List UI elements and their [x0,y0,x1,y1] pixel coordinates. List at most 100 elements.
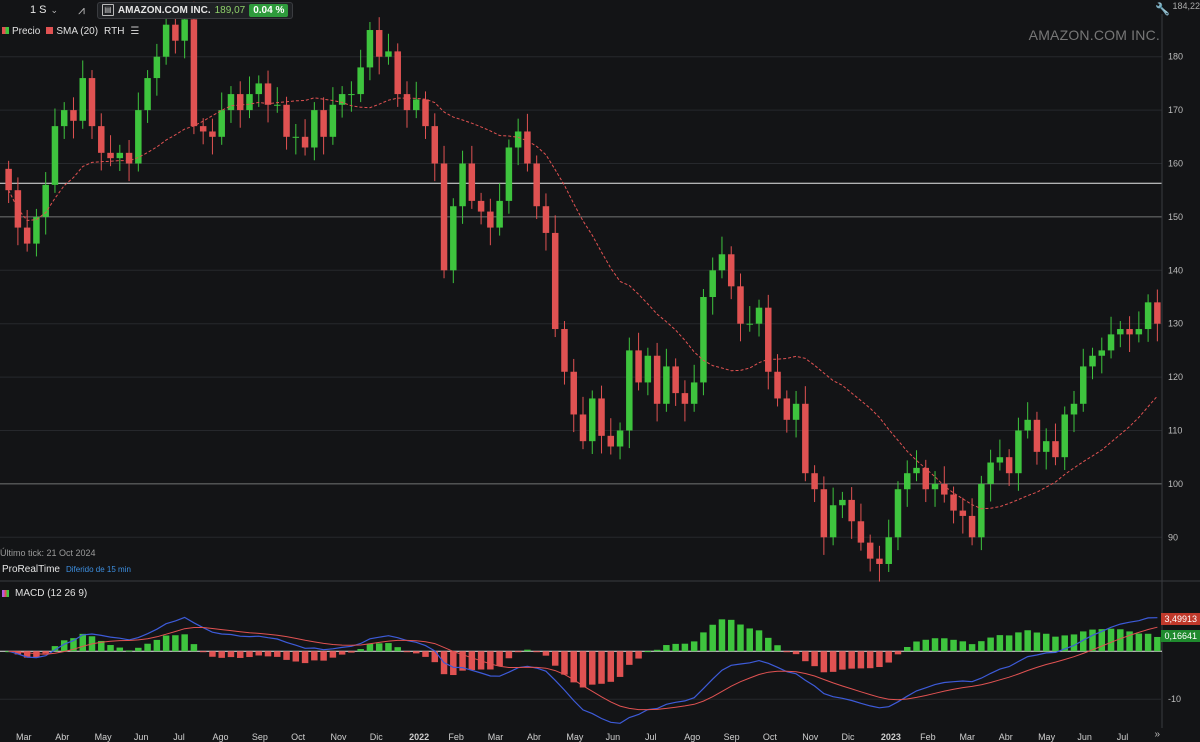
candle-body [162,24,170,57]
macd-legend[interactable]: MACD (12 26 9) [2,588,87,599]
macd-histogram-bar [60,640,68,652]
candle-body [181,19,188,41]
macd-histogram-bar [125,650,133,652]
candle-body [440,163,448,271]
legend-rth[interactable]: RTH [104,26,125,37]
macd-histogram-bar [505,651,513,659]
macd-histogram-bar [162,635,170,652]
macd-histogram-bar [996,635,1004,652]
macd-histogram-bar [839,651,846,670]
macd-histogram-bar [1135,633,1143,652]
macd-histogram-bar [135,647,142,652]
macd-histogram-bar [98,640,105,652]
candle-body [1144,302,1152,330]
macd-histogram-bar [607,651,615,682]
candle-body [663,366,670,404]
candle-body [839,499,846,506]
x-tick-label: Ago [213,732,229,742]
candle-body [23,227,31,244]
candle-body [1117,329,1124,335]
candle-body [274,104,281,106]
candle-body [172,24,179,41]
macd-histogram-bar [181,634,188,652]
macd-histogram-bar [866,651,874,669]
macd-histogram-bar [338,651,346,655]
candle-body [570,371,577,415]
sma-swatch [46,27,54,34]
candle-body [1135,329,1143,335]
candle-body [857,521,865,543]
x-tick-label: Nov [330,732,347,742]
macd-histogram-bar [348,651,355,653]
macd-histogram-bar [542,651,550,656]
x-tick-label: 2022 [409,732,429,742]
x-tick-label: May [1038,732,1056,742]
candle-body [1126,329,1133,335]
macd-histogram-bar [1080,631,1087,652]
macd-histogram-bar [375,643,383,652]
candle-body [987,462,994,484]
macd-histogram-bar [829,651,837,672]
prorealtime-badge: ProRealTime Diferido de 15 min [2,564,131,575]
y-tick-label: 100 [1168,479,1183,489]
macd-histogram-bar [903,647,911,652]
candle-body [403,94,411,111]
candle-body [885,537,892,564]
macd-histogram-bar [1033,632,1041,652]
macd-histogram-bar [635,651,642,659]
candle-body [255,83,263,95]
macd-histogram-bar [1089,629,1096,652]
candle-body [79,78,86,121]
macd-histogram-bar [403,651,411,653]
x-tick-label: Mar [959,732,975,742]
macd-histogram-bar [70,638,77,652]
chart-watermark: AMAZON.COM INC. [1028,27,1160,43]
macd-histogram-bar [320,651,327,661]
candle-body [385,51,392,57]
macd-histogram-bar [524,649,531,652]
x-tick-label: Jul [645,732,657,742]
candle-body [765,307,772,372]
macd-histogram-bar [561,651,568,675]
candle-body [1024,419,1031,431]
macd-histogram-bar [876,651,883,668]
macd-histogram-bar [737,624,744,652]
candle-body [1154,302,1161,324]
macd-histogram-bar [857,651,865,669]
candle-body [709,270,716,297]
chart-type-icon[interactable]: ⩘ [78,2,85,17]
candle-body [459,163,466,207]
candle-body [5,168,12,191]
candle-body [413,99,420,111]
timeframe-select[interactable]: 1 S ⌄ [24,3,64,17]
symbol-box[interactable]: ▤ AMAZON.COM INC. 189,07 0.04 % [96,1,294,19]
x-tick-label: Jul [1117,732,1129,742]
scroll-right-icon[interactable]: » [1154,729,1160,740]
macd-histogram-bar [653,649,661,652]
candle-body [968,515,976,538]
candle-body [931,483,939,490]
candle-body [246,94,253,111]
macd-histogram-bar [959,641,967,652]
candle-body [218,110,225,137]
macd-histogram-bar [913,641,920,652]
macd-histogram-bar [468,651,476,671]
list-icon[interactable]: ☰ [130,26,140,37]
y-tick-label: 160 [1168,159,1183,169]
macd-swatch [2,590,9,597]
macd-histogram-bar [802,651,809,662]
legend-price[interactable]: Precio [2,26,40,37]
symbol-price: 189,07 [214,4,246,16]
candle-body [579,414,587,442]
macd-histogram-bar [514,651,522,653]
y-tick-label: 120 [1168,372,1183,382]
x-tick-label: Abr [55,732,69,742]
wrench-icon[interactable]: 🔧 [1155,2,1170,16]
legend-sma[interactable]: SMA (20) [46,26,98,37]
candle-body [357,67,364,95]
candle-body [514,131,522,148]
macd-histogram-bar [1024,630,1031,652]
prorealtime-name: ProRealTime [2,564,60,575]
macd-histogram-bar [292,651,300,662]
